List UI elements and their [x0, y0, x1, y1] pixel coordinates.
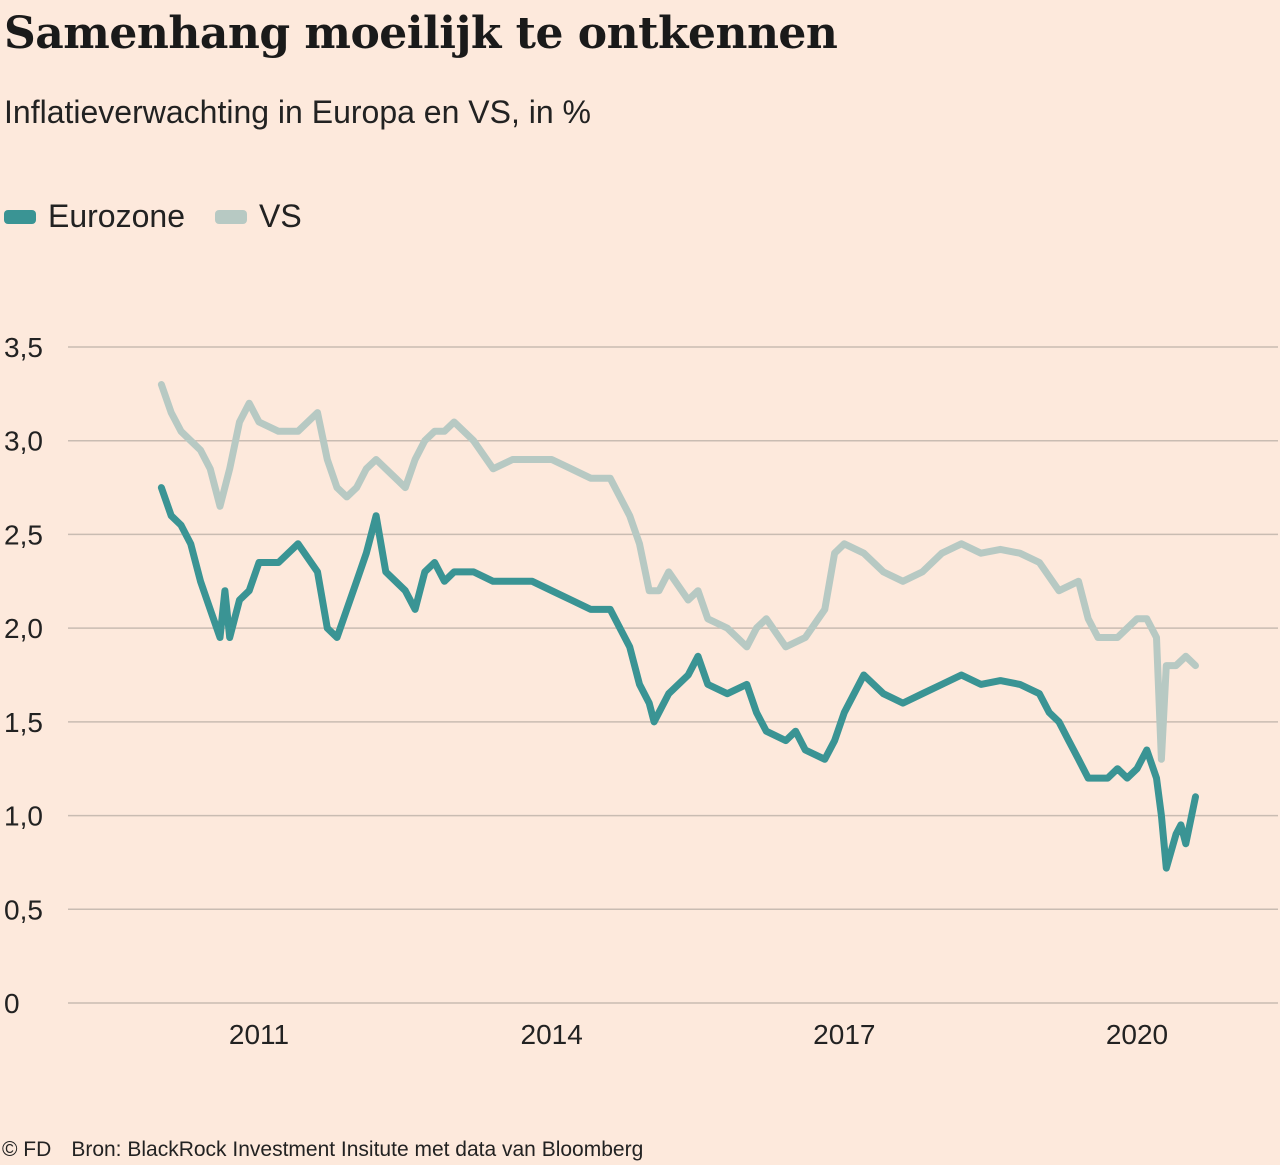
y-tick-label: 3,0 — [4, 426, 43, 457]
x-tick-label: 2014 — [521, 1019, 583, 1050]
legend-item-vs: VS — [214, 198, 302, 235]
y-tick-label: 2,5 — [4, 519, 43, 550]
x-tick-label: 2020 — [1106, 1019, 1168, 1050]
legend-label-vs: VS — [258, 198, 302, 234]
y-tick-label: 2,0 — [4, 613, 43, 644]
y-tick-label: 0,5 — [4, 894, 43, 925]
y-tick-label: 1,5 — [4, 707, 43, 738]
x-tick-label: 2017 — [813, 1019, 875, 1050]
footer: © FD Bron: BlackRock Investment Insitute … — [2, 1138, 663, 1162]
y-tick-label: 1,0 — [4, 801, 43, 832]
y-tick-label: 3,5 — [4, 332, 43, 363]
legend-swatch-vs — [214, 209, 247, 224]
series-line-eurozone — [157, 484, 1199, 872]
y-tick-label: 0 — [4, 988, 20, 1019]
legend-swatch-eurozone — [4, 209, 36, 224]
chart-subtitle: Inflatieverwachting in Europa en VS, in … — [4, 94, 591, 130]
legend-label-eurozone: Eurozone — [48, 198, 185, 234]
legend: Eurozone VS — [4, 198, 332, 235]
source-note: Bron: BlackRock Investment Insitute met … — [71, 1138, 644, 1161]
x-tick-label: 2011 — [229, 1019, 289, 1050]
line-chart: 0 0,5 1,0 1,5 2,0 2,5 3,0 3,5 2011 2014 2017 2020 — [4, 332, 1278, 1050]
copyright: © FD — [2, 1138, 52, 1161]
chart-title: Samenhang moeilijk te ontkennen — [4, 8, 838, 59]
legend-item-eurozone: Eurozone — [4, 198, 185, 235]
series-line-vs — [157, 381, 1199, 763]
